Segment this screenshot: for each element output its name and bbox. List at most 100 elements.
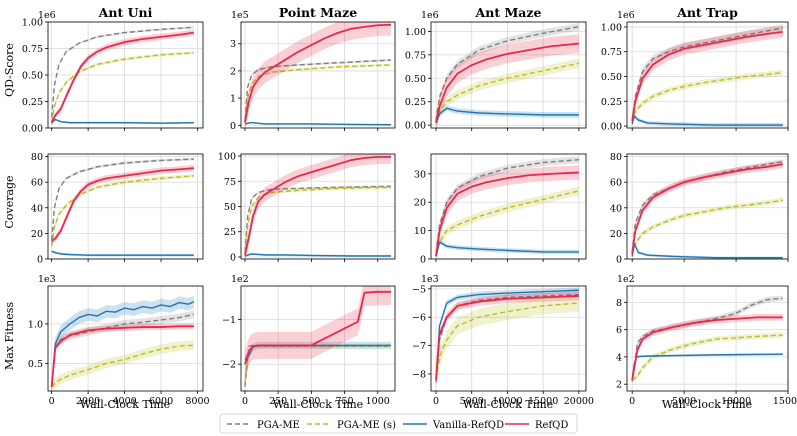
x-tick-label: 250 [269, 396, 287, 407]
xlabel-col-4: Wall-Clock Time [662, 398, 752, 411]
series-line-pga-me [435, 158, 579, 254]
series-line-pga-me-s [435, 302, 579, 380]
band-refqd [244, 154, 392, 259]
axes-frame [626, 285, 789, 392]
x-tick-label: 2000 [76, 396, 100, 407]
series-group [631, 295, 783, 385]
y-tick-label: −7 [412, 341, 426, 352]
series-line-vanilla-refqd [51, 250, 194, 256]
y-tick-label: 20 [414, 198, 426, 209]
y-tick-label: 0.50 [22, 71, 43, 82]
ylabel-row-2: Coverage [3, 175, 16, 228]
band-pga-me-s [632, 332, 783, 383]
x-tick-label: 0 [629, 396, 635, 407]
x-tick-label: 4000 [112, 396, 136, 407]
series-line-pga-me [631, 27, 783, 122]
y-exponent-label: 1e3 [38, 274, 56, 285]
band-vanilla-refqd [632, 242, 783, 259]
series-line-pga-me [435, 26, 579, 121]
band-pga-me-s [51, 340, 194, 391]
y-tick-label: 100 [218, 152, 236, 163]
y-tick-label: 0.75 [601, 47, 622, 58]
series-line-refqd [244, 23, 392, 123]
axes-frame [430, 153, 587, 260]
series-line-pga-me-s [631, 334, 783, 381]
y-tick-label: 60 [31, 178, 43, 189]
series-line-pga-me-s [631, 199, 783, 256]
series-line-refqd [631, 31, 783, 122]
band-refqd [436, 34, 579, 128]
series-line-pga-me-s [51, 344, 194, 388]
legend-entry-pga-me: PGA-ME [227, 420, 300, 431]
series-group [435, 22, 580, 128]
y-tick-label: 6 [616, 325, 622, 336]
y-exponent-label: 1e2 [617, 274, 635, 285]
y-exponent-label: 1e2 [231, 274, 249, 285]
ylabel-row-3: Max Fitness [3, 302, 16, 370]
series-line-pga-me-s [50, 52, 194, 123]
band-refqd [244, 286, 392, 378]
subplot-2-3: 0 10 20 30 [414, 153, 587, 266]
series-line-pga-me-s [244, 64, 392, 123]
y-tick-label: 0.50 [405, 74, 426, 85]
y-tick-label: 0.25 [601, 97, 622, 108]
y-tick-label: 1.00 [601, 22, 622, 33]
y-tick-label: −1 [222, 315, 236, 326]
x-tick-label: 0 [49, 396, 55, 407]
y-tick-label: −6 [412, 313, 426, 324]
series-line-refqd [435, 171, 579, 257]
y-tick-label: 0.75 [405, 50, 426, 61]
series-line-pga-me [244, 185, 392, 252]
y-tick-label: −8 [412, 369, 426, 380]
y-tick-label: −5 [412, 284, 426, 295]
legend-frame [219, 413, 578, 434]
subplot-title: Ant Trap [676, 5, 738, 20]
series-line-pga-me-s [435, 190, 580, 257]
band-refqd [436, 165, 579, 259]
axes-frame [626, 21, 789, 129]
band-pga-me-s [436, 186, 579, 259]
series-line-refqd [50, 31, 195, 124]
x-tick-label: 5000 [460, 396, 484, 407]
x-tick-label: 0 [433, 396, 439, 407]
series-line-refqd [435, 295, 579, 380]
y-tick-label: 3 [230, 39, 236, 50]
y-exponent-label: 1e6 [38, 10, 56, 21]
axes-frame [430, 21, 587, 129]
band-pga-me-s [436, 294, 579, 389]
y-tick-label: −2 [222, 360, 236, 371]
legend-entry-vanilla-refqd: Vanilla-RefQD [403, 420, 504, 431]
series-group [435, 156, 580, 259]
band-refqd [244, 22, 392, 128]
subplot-2-1: 0 20 40 60 80 [31, 152, 204, 266]
x-tick-label: 1000 [366, 396, 390, 407]
subplot-3-1: 0 2000 4000 6000 8000 0.5 1.0 1e3 [28, 274, 210, 407]
y-tick-label: 0.00 [405, 121, 426, 132]
series-group [435, 287, 579, 389]
ylabel-row-1: QD-Score [3, 43, 16, 97]
y-tick-label: 0.5 [28, 359, 43, 370]
x-tick-label: 500 [302, 396, 320, 407]
x-tick-label: 750 [335, 396, 353, 407]
y-tick-label: 1.00 [22, 18, 43, 29]
y-tick-label: 75 [224, 177, 236, 188]
legend-label-pga-me-s: PGA-ME (s) [337, 420, 396, 431]
series-line-refqd [244, 290, 392, 365]
series-group [244, 154, 392, 259]
y-tick-label: 1 [230, 94, 236, 105]
y-tick-label: 10 [414, 226, 426, 237]
y-tick-label: 1.0 [28, 319, 43, 330]
band-pga-me-s [51, 173, 194, 249]
subplot-2-2: 0 25 50 75 100 [218, 152, 396, 263]
band-pga-me [436, 156, 579, 257]
y-exponent-label: 1e6 [421, 10, 439, 21]
series-line-pga-me [435, 293, 579, 383]
series-line-pga-me [244, 59, 392, 120]
subplot-title: Point Maze [279, 5, 357, 20]
y-exponent-label: 1e3 [421, 274, 439, 285]
y-tick-label: 0.00 [22, 124, 43, 135]
